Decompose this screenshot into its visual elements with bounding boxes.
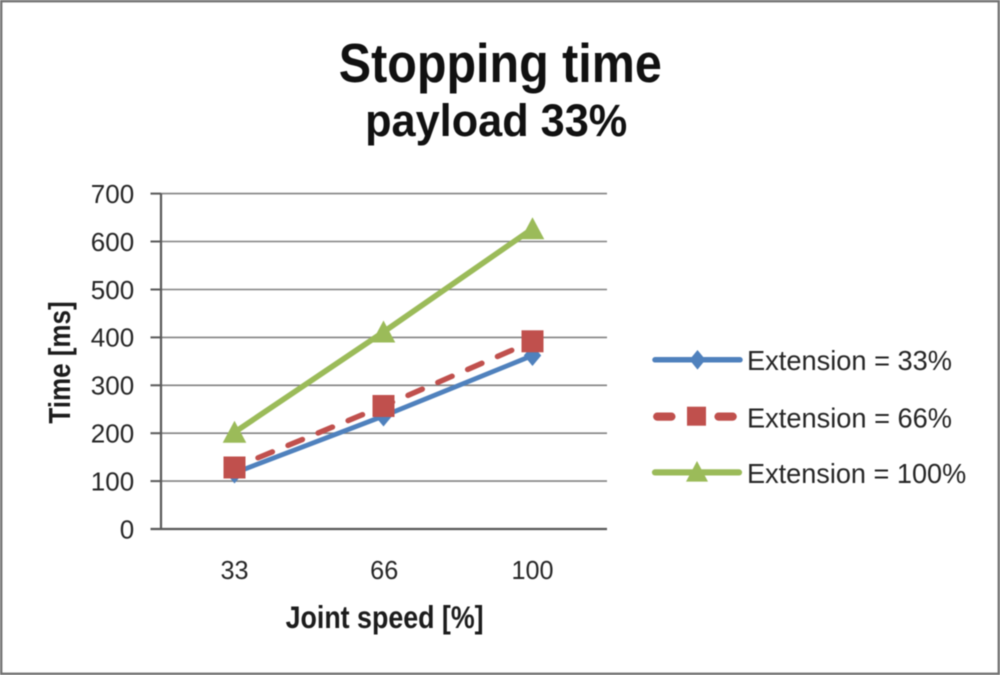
svg-text:600: 600 xyxy=(91,227,134,257)
svg-text:0: 0 xyxy=(120,514,134,544)
svg-text:Extension = 66%: Extension = 66% xyxy=(747,402,952,433)
svg-text:400: 400 xyxy=(91,323,134,353)
svg-text:Time [ms]: Time [ms] xyxy=(43,301,78,423)
svg-text:200: 200 xyxy=(91,419,134,449)
svg-text:payload 33%: payload 33% xyxy=(365,96,627,146)
svg-text:Stopping time: Stopping time xyxy=(339,32,662,94)
svg-text:33: 33 xyxy=(220,557,248,585)
svg-text:66: 66 xyxy=(370,557,398,585)
svg-text:Joint speed [%]: Joint speed [%] xyxy=(286,601,484,635)
svg-text:500: 500 xyxy=(91,275,134,305)
svg-text:Extension = 100%: Extension = 100% xyxy=(747,457,966,488)
svg-text:300: 300 xyxy=(91,371,134,401)
svg-text:100: 100 xyxy=(511,557,553,585)
svg-text:100: 100 xyxy=(91,466,134,496)
svg-text:Extension = 33%: Extension = 33% xyxy=(747,345,952,376)
svg-text:700: 700 xyxy=(91,179,134,209)
